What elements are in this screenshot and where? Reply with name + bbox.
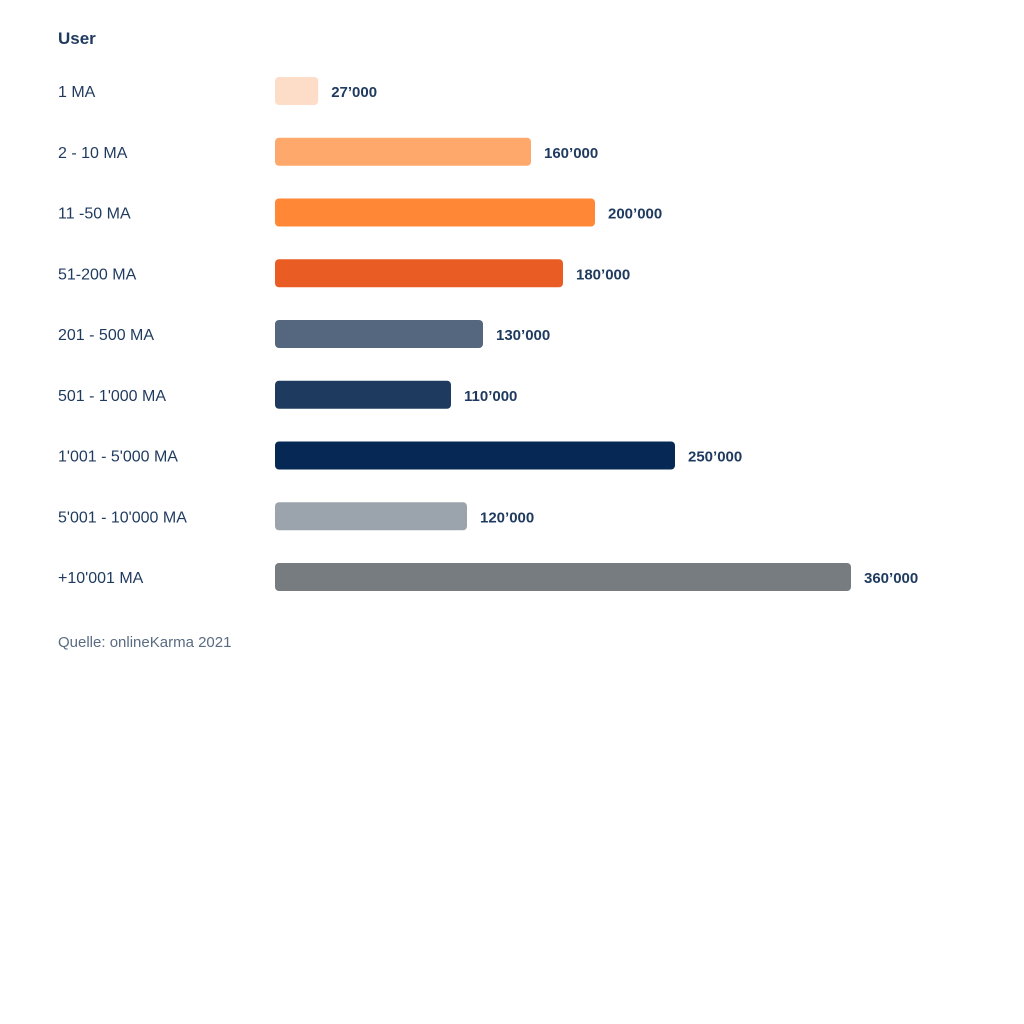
source-note: Quelle: onlineKarma 2021 — [58, 634, 232, 651]
bar — [275, 259, 563, 288]
bar — [275, 502, 467, 531]
value-label: 200’000 — [608, 206, 662, 223]
category-label: 1 MA — [58, 84, 96, 101]
bar — [275, 77, 319, 105]
value-label: 27’000 — [331, 84, 377, 101]
chart-title: User — [58, 29, 96, 48]
bar-chart: 1 MA 27’000 2 - 10 MA 160’000 11 -50 MA 200’0… — [58, 77, 918, 591]
category-label: 2 - 10 MA — [58, 145, 128, 162]
category-label: 201 - 500 MA — [58, 327, 154, 344]
bar — [275, 441, 675, 470]
bar — [275, 198, 595, 227]
category-label: 501 - 1'000 MA — [58, 388, 166, 405]
value-label: 130’000 — [496, 327, 550, 344]
bar — [275, 380, 451, 409]
value-label: 180’000 — [576, 266, 630, 283]
value-label: 250’000 — [688, 449, 742, 466]
category-label: 1'001 - 5'000 MA — [58, 449, 178, 466]
bar — [275, 320, 483, 348]
value-label: 110’000 — [464, 388, 517, 405]
category-label: +10'001 MA — [58, 570, 144, 587]
category-label: 51-200 MA — [58, 266, 137, 283]
category-label: 11 -50 MA — [58, 206, 131, 223]
value-label: 120’000 — [480, 509, 534, 526]
bar — [275, 137, 531, 166]
value-label: 360’000 — [864, 570, 918, 587]
value-label: 160’000 — [544, 145, 598, 162]
bar — [275, 563, 851, 591]
category-label: 5'001 - 10'000 MA — [58, 509, 187, 526]
